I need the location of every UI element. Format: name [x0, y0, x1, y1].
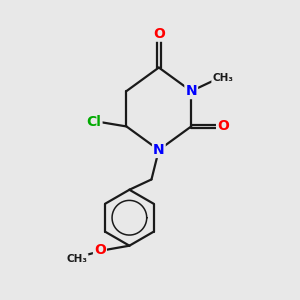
Text: CH₃: CH₃ — [67, 254, 88, 264]
Text: O: O — [153, 27, 165, 41]
Text: CH₃: CH₃ — [212, 73, 233, 83]
Text: O: O — [94, 243, 106, 257]
Text: N: N — [185, 84, 197, 98]
Text: N: N — [153, 143, 165, 157]
Text: Cl: Cl — [87, 115, 101, 129]
Text: O: O — [217, 119, 229, 134]
